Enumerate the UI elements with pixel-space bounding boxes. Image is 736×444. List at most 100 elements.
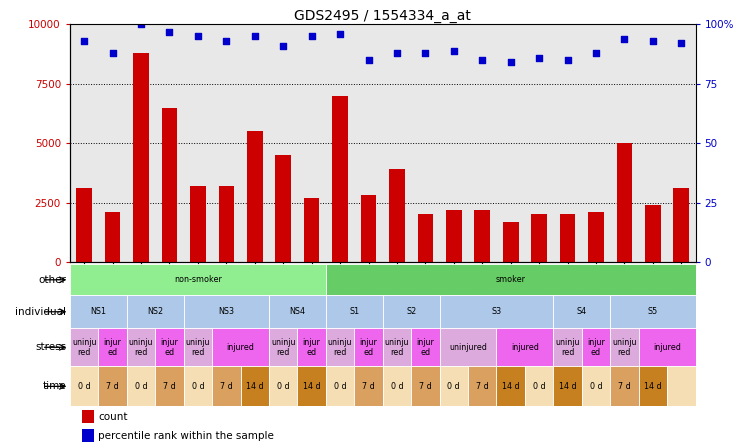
Text: 14 d: 14 d — [559, 382, 576, 391]
Text: uninjured: uninjured — [449, 343, 487, 352]
Bar — [212, 366, 241, 406]
Text: S5: S5 — [648, 307, 658, 316]
Text: uninju
red: uninju red — [129, 337, 153, 357]
Bar — [411, 328, 439, 366]
Text: uninju
red: uninju red — [555, 337, 580, 357]
Bar — [553, 328, 581, 366]
Text: individual: individual — [15, 307, 66, 317]
Bar — [304, 198, 319, 262]
Bar — [70, 295, 127, 328]
Text: 0 d: 0 d — [447, 382, 460, 391]
Bar — [610, 328, 639, 366]
Bar — [70, 366, 99, 406]
Text: 7 d: 7 d — [476, 382, 489, 391]
Bar — [269, 328, 297, 366]
Text: NS3: NS3 — [219, 307, 234, 316]
Bar — [497, 328, 553, 366]
Bar — [617, 143, 632, 262]
Bar — [581, 328, 610, 366]
Bar — [354, 366, 383, 406]
Bar — [99, 366, 127, 406]
Bar — [70, 328, 99, 366]
Text: 0 d: 0 d — [533, 382, 545, 391]
Bar — [361, 195, 376, 262]
Text: 7 d: 7 d — [220, 382, 233, 391]
Text: 7 d: 7 d — [362, 382, 375, 391]
Text: 0 d: 0 d — [590, 382, 602, 391]
Bar — [219, 186, 234, 262]
Text: injur
ed: injur ed — [302, 337, 321, 357]
Text: NS1: NS1 — [91, 307, 107, 316]
Bar — [560, 214, 576, 262]
Point — [363, 56, 375, 63]
Text: stress: stress — [35, 342, 66, 352]
Bar — [99, 328, 127, 366]
Point — [135, 21, 147, 28]
Text: 7 d: 7 d — [618, 382, 631, 391]
Text: 14 d: 14 d — [644, 382, 662, 391]
Bar — [439, 295, 553, 328]
Text: non-smoker: non-smoker — [174, 275, 222, 284]
Bar — [326, 264, 696, 295]
Bar — [439, 328, 497, 366]
Point — [163, 28, 175, 35]
Text: 7 d: 7 d — [106, 382, 119, 391]
Bar — [531, 214, 547, 262]
Point — [476, 56, 488, 63]
Point — [420, 49, 431, 56]
Point — [277, 42, 289, 49]
Bar — [417, 214, 434, 262]
Bar — [411, 366, 439, 406]
Bar — [269, 366, 297, 406]
Text: NS2: NS2 — [147, 307, 163, 316]
Text: S2: S2 — [406, 307, 417, 316]
Text: injured: injured — [227, 343, 255, 352]
Text: injur
ed: injur ed — [104, 337, 121, 357]
Bar — [212, 328, 269, 366]
Bar — [581, 366, 610, 406]
Point — [192, 33, 204, 40]
Bar — [354, 328, 383, 366]
Text: injur
ed: injur ed — [160, 337, 178, 357]
Bar — [326, 328, 354, 366]
Text: 0 d: 0 d — [333, 382, 347, 391]
Point — [391, 49, 403, 56]
Point — [676, 40, 687, 47]
Point — [505, 59, 517, 66]
Bar — [127, 295, 184, 328]
Bar — [439, 366, 468, 406]
Bar — [184, 366, 212, 406]
Point — [590, 49, 602, 56]
Bar — [475, 210, 490, 262]
Bar — [127, 366, 155, 406]
Text: other: other — [38, 275, 66, 285]
Bar — [82, 410, 93, 423]
Point — [334, 30, 346, 37]
Bar — [468, 366, 497, 406]
Text: 7 d: 7 d — [163, 382, 176, 391]
Bar — [184, 328, 212, 366]
Bar — [639, 366, 667, 406]
Bar — [82, 429, 93, 442]
Text: injur
ed: injur ed — [587, 337, 605, 357]
Bar — [383, 295, 439, 328]
Text: uninju
red: uninju red — [271, 337, 295, 357]
Point — [78, 37, 90, 44]
Bar — [446, 210, 461, 262]
Bar — [190, 186, 205, 262]
Text: 0 d: 0 d — [191, 382, 204, 391]
Bar — [127, 328, 155, 366]
Bar — [247, 131, 263, 262]
Text: uninju
red: uninju red — [612, 337, 637, 357]
Text: uninju
red: uninju red — [385, 337, 409, 357]
Bar — [667, 366, 696, 406]
Text: 0 d: 0 d — [78, 382, 91, 391]
Bar — [155, 366, 184, 406]
Bar — [275, 155, 291, 262]
Bar — [155, 328, 184, 366]
Bar — [639, 328, 696, 366]
Text: 14 d: 14 d — [302, 382, 320, 391]
Text: 14 d: 14 d — [246, 382, 263, 391]
Bar — [610, 366, 639, 406]
Text: time: time — [43, 381, 66, 391]
